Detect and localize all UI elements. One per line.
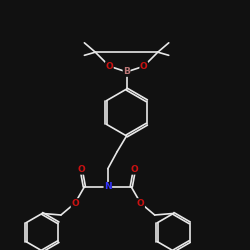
- Text: N: N: [104, 182, 112, 192]
- Text: O: O: [140, 62, 147, 71]
- Text: B: B: [123, 67, 130, 76]
- Text: O: O: [78, 165, 85, 174]
- Text: O: O: [71, 198, 79, 207]
- Text: O: O: [137, 198, 144, 207]
- Text: O: O: [106, 62, 113, 71]
- Text: O: O: [130, 165, 138, 174]
